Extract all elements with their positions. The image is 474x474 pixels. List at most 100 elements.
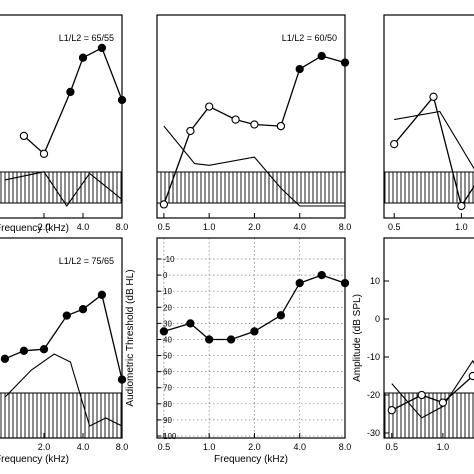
p4-level-ratio-label: L1/L2 = 75/65 [59,256,114,266]
audiogram-ytick-label: 50 [163,352,172,361]
audiogram-threshold-point [340,278,350,288]
p6-ytick-label: 10 [370,276,380,286]
audiogram-ytick-label: 70 [163,384,172,393]
p6-ytick-label: 0 [375,314,380,324]
p3-xtick-label: 0.5 [388,222,401,232]
p6-xtick-label: 0.5 [386,442,399,452]
p2-frame [156,14,346,219]
p2-xtick-label: 8.0 [339,222,352,232]
p1-dpoae-point-filled [66,87,75,97]
p2-dpoae-point-filled [317,51,326,61]
p6-xtick-label: 1.0 [437,442,450,452]
p4-noise-floor-band [0,392,123,439]
audiogram-ytick-label: 40 [163,335,172,344]
audiogram-y-axis-label: Audiometric Threshold (dB HL) [125,269,136,406]
audiogram-xtick-label: 8.0 [339,442,352,452]
p1-xtick-label: 2.0 [38,222,51,232]
p2-dpoae-point-open [250,120,259,129]
p4-xtick-label: 4.0 [77,442,90,452]
audiogram-threshold-point [317,270,326,280]
p4-dpoae-point-filled [117,375,127,384]
p2-level-ratio-label: L1/L2 = 60/50 [282,33,337,43]
audiogram-xtick-label: 1.0 [203,442,216,452]
p3-dpoae-line [393,95,474,208]
p1-dpoae-point-filled [117,95,127,105]
p2-dpoae-point-open [205,102,214,111]
audiogram-ytick-label: -10 [163,255,175,264]
p2-dpoae-line [280,55,346,127]
audiogram-threshold-point [250,327,259,336]
p1-dpoae-point-open [19,131,29,141]
p2-dpoae-point-open [186,126,195,136]
audiogram-ytick-label: 90 [163,416,172,425]
p6-dpoae-point-open [387,406,396,415]
p1-dpoae-point-open [39,149,49,158]
audiogram-threshold-point [205,335,214,344]
audiogram-ytick-label: 30 [163,319,172,328]
audiogram-ytick-label: 20 [163,303,172,312]
p6-noise-floor-band [383,392,474,439]
panels-layer: 2.0 4.0 8.0 Frequency (kHz) L1/L2 = 65/55 0.5… [0,14,474,465]
audiogram-ytick-label: 0 [163,271,168,280]
p6-ytick-label: -10 [367,352,380,362]
p2-xtick-label: 2.0 [248,222,261,232]
audiogram-frame [156,237,346,439]
p1-level-ratio-label: L1/L2 = 65/55 [59,33,114,43]
audiogram-threshold-point [186,319,195,328]
p1-dpoae-line [23,46,123,155]
p3-noise-line [394,110,474,170]
p2-xtick-label: 4.0 [293,222,306,232]
p6-frame [383,237,474,439]
p2-dpoae-point-filled [340,58,350,67]
p3-dpoae-point-open [390,139,399,149]
p4-dpoae-point-filled [78,305,88,314]
audiogram-xtick-label: 2.0 [248,442,261,452]
p2-dpoae-point-filled [295,64,304,74]
p6-y-axis-label: Amplitude (dB SPL) [352,294,363,382]
p2-dpoae-point-open [159,200,169,209]
p2-dpoae-point-open [276,121,286,131]
p6-ytick-label: -20 [367,390,380,400]
p4-xtick-label: 2.0 [38,442,51,452]
audiogram-threshold-point [226,335,236,344]
p4-dpoae-point-filled [0,354,10,363]
p1-x-axis-label: Frequency (kHz) [0,223,69,234]
audiogram-xtick-label: 0.5 [158,442,171,452]
p6-dpoae-point-open [438,398,448,407]
audiogram-threshold-point [276,311,286,320]
audiogram-ytick-label: 10 [163,287,172,296]
p4-dpoae-point-filled [62,311,71,320]
audiogram-ytick-label: 100 [163,432,177,441]
p2-xtick-label: 1.0 [203,222,216,232]
p1-xtick-label: 8.0 [116,222,129,232]
p1-dpoae-point-filled [97,43,107,53]
p4-dpoae-line [4,293,123,380]
audiogram-x-axis-label: Frequency (kHz) [214,454,288,465]
p2-dpoae-point-open [231,115,240,124]
p4-dpoae-point-filled [39,345,49,354]
p4-xtick-label: 8.0 [116,442,129,452]
p4-dpoae-point-filled [97,290,107,299]
p3-dpoae-point-open [429,92,438,101]
p1-frame [0,14,123,219]
p4-x-axis-label: Frequency (kHz) [0,454,69,465]
audiogram-ytick-label: 80 [163,400,172,409]
audiogram-threshold-point [159,327,169,336]
audiogram-threshold-point [295,278,304,288]
p3-noise-floor-band [383,171,474,204]
p3-frame [383,14,474,219]
p6-dpoae-point-open [417,390,426,400]
p2-noise-line [163,125,345,207]
p4-frame [0,237,123,439]
p1-dpoae-point-filled [78,53,88,62]
p3-xtick-label: 1.0 [455,222,468,232]
p3-dpoae-point-open [457,201,466,211]
p4-dpoae-point-filled [19,346,29,355]
audiogram-xtick-label: 4.0 [293,442,306,452]
p1-xtick-label: 4.0 [77,222,90,232]
audiogram-ytick-label: 60 [163,368,172,377]
p4-noise-line [4,353,123,427]
p6-dpoae-point-open [468,371,474,381]
p2-dpoae-line [163,105,281,205]
